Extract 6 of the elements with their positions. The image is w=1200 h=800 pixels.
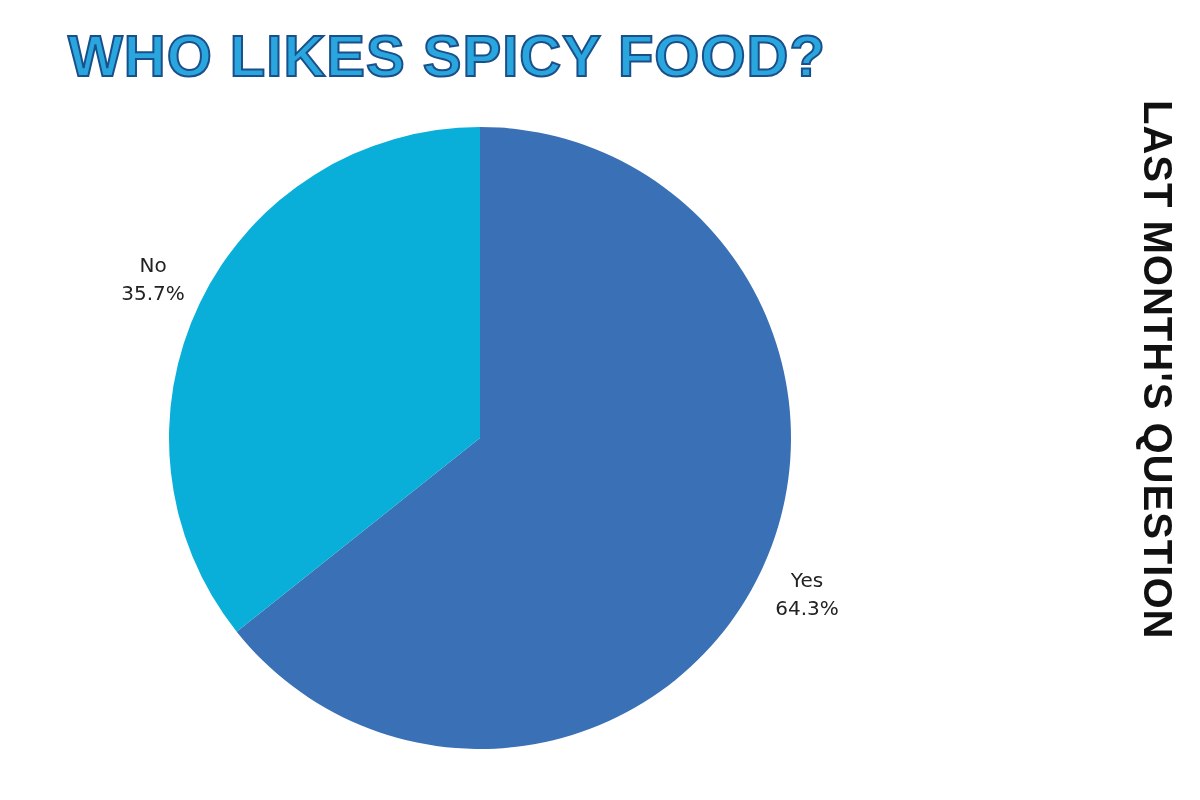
slice-label: Yes — [789, 567, 824, 592]
slice-label: No — [139, 252, 167, 277]
data-label: 35.7% — [121, 280, 185, 305]
data-label: 64.3% — [775, 595, 839, 620]
text: LAST MONTH'S QUESTION — [1135, 100, 1180, 642]
chart-title: WHO LIKES SPICY FOOD? — [68, 22, 826, 89]
